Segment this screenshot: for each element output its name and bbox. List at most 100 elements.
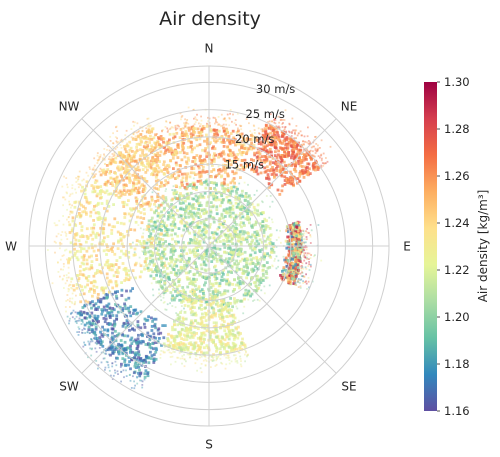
scatter-point xyxy=(92,226,96,230)
scatter-point xyxy=(104,286,108,290)
scatter-point xyxy=(112,203,115,206)
scatter-point xyxy=(80,228,84,232)
scatter-point xyxy=(302,143,305,146)
scatter-point xyxy=(202,253,206,256)
scatter-point xyxy=(124,138,127,141)
scatter-point xyxy=(150,316,153,320)
scatter-point xyxy=(306,254,308,256)
scatter-point xyxy=(273,176,276,179)
scatter-point xyxy=(162,233,166,237)
scatter-point xyxy=(187,106,190,109)
scatter-point xyxy=(151,127,155,131)
scatter-point xyxy=(224,282,228,286)
scatter-point xyxy=(105,248,109,252)
scatter-point xyxy=(264,226,268,230)
scatter-point xyxy=(134,261,138,265)
scatter-point xyxy=(312,145,314,148)
scatter-point xyxy=(240,225,243,229)
scatter-point xyxy=(252,164,256,168)
scatter-point xyxy=(165,169,169,173)
scatter-point xyxy=(180,337,183,340)
scatter-point xyxy=(231,178,235,182)
scatter-point xyxy=(62,263,65,265)
scatter-point xyxy=(225,207,229,211)
scatter-point xyxy=(214,256,217,259)
scatter-point xyxy=(134,308,138,312)
scatter-point xyxy=(251,270,254,274)
scatter-point xyxy=(106,149,108,151)
scatter-point xyxy=(270,173,274,176)
scatter-point xyxy=(54,251,56,254)
scatter-point xyxy=(234,171,238,175)
scatter-point xyxy=(314,149,317,152)
scatter-point xyxy=(119,160,122,164)
scatter-point xyxy=(228,117,231,119)
scatter-point xyxy=(303,135,306,138)
scatter-point xyxy=(214,247,218,251)
scatter-point xyxy=(294,130,297,133)
scatter-point xyxy=(222,150,225,154)
scatter-point xyxy=(183,125,186,128)
scatter-point xyxy=(125,314,129,318)
scatter-point xyxy=(228,117,231,120)
scatter-point xyxy=(320,164,323,167)
scatter-point xyxy=(238,279,242,283)
scatter-point xyxy=(119,233,122,237)
scatter-point xyxy=(249,235,253,239)
scatter-point xyxy=(139,310,143,314)
scatter-point xyxy=(111,327,115,331)
scatter-point xyxy=(260,289,263,292)
scatter-point xyxy=(130,208,133,212)
scatter-point xyxy=(173,218,176,221)
scatter-point xyxy=(174,290,177,293)
scatter-point xyxy=(96,269,99,272)
scatter-point xyxy=(97,320,100,323)
scatter-point xyxy=(252,124,255,127)
scatter-point xyxy=(214,140,218,144)
scatter-point xyxy=(234,189,238,193)
scatter-point xyxy=(249,253,253,257)
scatter-point xyxy=(176,258,179,262)
scatter-point xyxy=(243,305,246,308)
scatter-point xyxy=(123,302,126,306)
scatter-point xyxy=(187,126,191,130)
scatter-point xyxy=(286,181,290,185)
scatter-point xyxy=(91,237,95,241)
scatter-point xyxy=(196,198,200,201)
scatter-point xyxy=(265,177,268,180)
scatter-point xyxy=(107,205,111,208)
scatter-point xyxy=(82,268,86,271)
scatter-point xyxy=(105,189,109,193)
scatter-point xyxy=(266,235,270,239)
scatter-point xyxy=(150,138,154,141)
scatter-point xyxy=(114,177,118,180)
scatter-point xyxy=(265,195,268,197)
scatter-point xyxy=(242,271,246,275)
scatter-point xyxy=(72,236,76,239)
scatter-point xyxy=(296,270,300,274)
scatter-point xyxy=(81,210,85,214)
scatter-point xyxy=(277,149,280,153)
scatter-point xyxy=(177,146,180,149)
scatter-point xyxy=(154,175,158,179)
scatter-point xyxy=(257,262,260,265)
scatter-point xyxy=(265,272,269,275)
scatter-point xyxy=(204,186,208,190)
scatter-point xyxy=(107,158,110,160)
scatter-point xyxy=(182,201,185,205)
scatter-point xyxy=(74,200,78,204)
scatter-point xyxy=(202,292,205,295)
scatter-point xyxy=(107,223,111,227)
scatter-point xyxy=(302,241,305,244)
scatter-point xyxy=(285,138,288,142)
scatter-point xyxy=(293,252,296,256)
scatter-point xyxy=(294,267,297,271)
scatter-point xyxy=(198,156,202,160)
scatter-point xyxy=(208,157,211,160)
scatter-point xyxy=(293,137,296,140)
scatter-point xyxy=(92,284,96,288)
scatter-point xyxy=(229,240,233,243)
scatter-point xyxy=(62,254,65,257)
scatter-point xyxy=(189,343,193,347)
scatter-point xyxy=(257,150,261,154)
